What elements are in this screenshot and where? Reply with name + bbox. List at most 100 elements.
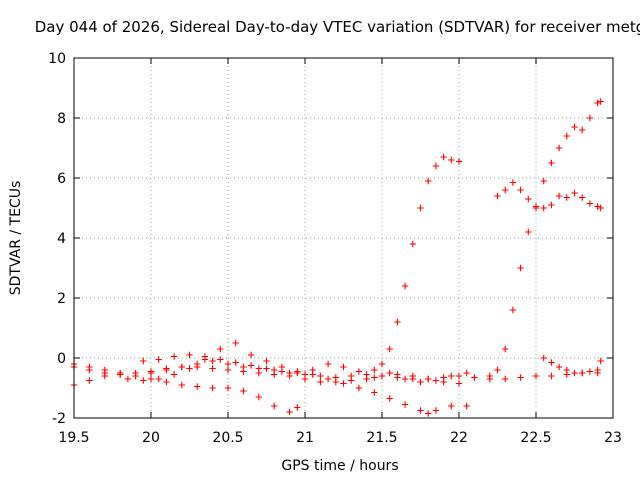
data-point-sat-h [502,345,509,353]
data-point-sat-e [324,375,332,383]
y-tick-label: 0 [57,351,66,367]
y-tick-label: 6 [57,171,66,187]
data-point-sat-g [571,189,578,197]
data-point-sat-e [386,395,393,402]
data-point-sat-g [594,203,601,210]
data-point-sat-e [425,410,432,417]
data-point-sat-i [594,366,601,374]
data-point-sat-e [217,345,224,353]
data-point-sat-b [440,378,447,386]
data-point-sat-f [378,360,386,368]
data-point-sat-d [386,369,393,377]
x-tick-label: 19.5 [58,430,89,446]
x-tick-label: 23 [604,430,622,446]
data-point-sat-f [386,345,393,353]
data-point-sat-g [563,194,570,201]
data-point-sat-i [586,368,594,375]
data-point-sat-f [394,318,401,326]
data-point-sat-i [579,369,586,377]
x-tick-label: 22.5 [520,430,551,446]
data-point-sat-f [448,156,455,164]
data-point-sat-f [409,240,416,248]
data-point-sat-c [132,372,139,380]
data-point-sat-d [432,377,440,384]
data-point-sat-c [163,378,170,386]
data-point-sat-b [178,363,185,371]
data-point-sat-h [563,132,570,140]
data-point-sat-b [240,368,247,375]
data-point-sat-d [417,378,424,386]
data-point-sat-g [502,186,509,194]
data-point-sat-h [571,123,578,131]
data-point-sat-b [163,365,170,372]
data-point-sat-e [355,384,363,392]
data-point-sat-h [594,99,601,107]
data-point-sat-c [117,369,124,377]
data-point-sat-h [494,366,501,374]
data-point-sat-b [348,377,355,384]
data-point-sat-b [194,363,201,371]
y-tick-label: 4 [57,231,66,247]
data-point-sat-a [317,372,324,380]
data-point-sat-a [517,374,524,381]
data-point-sat-g [517,186,524,194]
data-point-sat-c [294,404,301,411]
data-point-sat-e [201,356,209,363]
data-point-sat-d [463,369,470,377]
data-point-sat-c [209,384,216,392]
data-point-sat-g [548,201,555,209]
data-point-sat-b [363,375,370,383]
data-point-sat-a [209,357,216,365]
data-point-sat-e [309,371,316,378]
data-point-sat-f [440,153,447,161]
data-point-sat-e [124,375,132,383]
data-point-sat-e [417,407,424,414]
data-point-sat-h [517,264,524,272]
data-point-sat-e [401,401,409,408]
data-point-sat-h [597,98,604,105]
data-point-sat-f [371,366,378,374]
data-point-sat-b [224,366,232,374]
data-point-sat-e [340,380,347,387]
data-point-sat-e [294,368,301,375]
data-point-sat-b [409,372,416,380]
data-point-sat-g [494,192,501,200]
data-point-sat-d [324,360,332,368]
axis-ticks: 19.5 20 20.5 21 21.5 22 22.5 23 -2 0 2 4 6 8 10 [48,51,622,446]
data-point-sat-h [509,306,517,314]
data-point-sat-e [463,402,470,410]
data-point-sat-a [548,372,555,380]
x-tick-label: 21.5 [366,430,397,446]
data-point-sat-i [563,366,570,374]
x-axis-label: GPS time / hours [281,458,398,474]
data-point-sat-e [155,375,162,383]
data-point-sat-b [425,375,432,383]
data-point-sat-b [209,365,216,372]
data-point-sat-c [286,408,293,416]
data-point-sat-e [247,351,255,359]
data-point-sat-d [340,363,347,371]
data-point-sat-b [255,369,262,377]
data-point-sat-h [486,372,493,380]
data-point-sat-f [425,177,432,185]
data-point-sat-b [286,372,293,380]
data-point-sat-h [555,144,563,152]
data-point-sat-c [240,387,247,395]
data-point-sat-i [555,363,563,371]
data-point-sat-c [147,375,155,383]
data-point-sat-e [186,365,193,372]
chart-title: Day 044 of 2026, Sidereal Day-to-day VTE… [35,18,640,36]
grid-lines [74,58,613,418]
data-point-sat-b [101,372,108,380]
data-point-sat-g [586,200,594,207]
data-point-sat-b [147,368,155,375]
data-point-sat-a [502,375,509,383]
data-point-sat-h [540,177,547,185]
data-point-sat-f [432,162,440,170]
data-point-sat-c [178,381,185,389]
data-point-sat-g [509,179,517,186]
data-point-sat-g [597,204,604,212]
data-point-sat-e [232,339,239,347]
data-point-sat-c [194,383,201,390]
data-point-sat-d [355,368,363,375]
